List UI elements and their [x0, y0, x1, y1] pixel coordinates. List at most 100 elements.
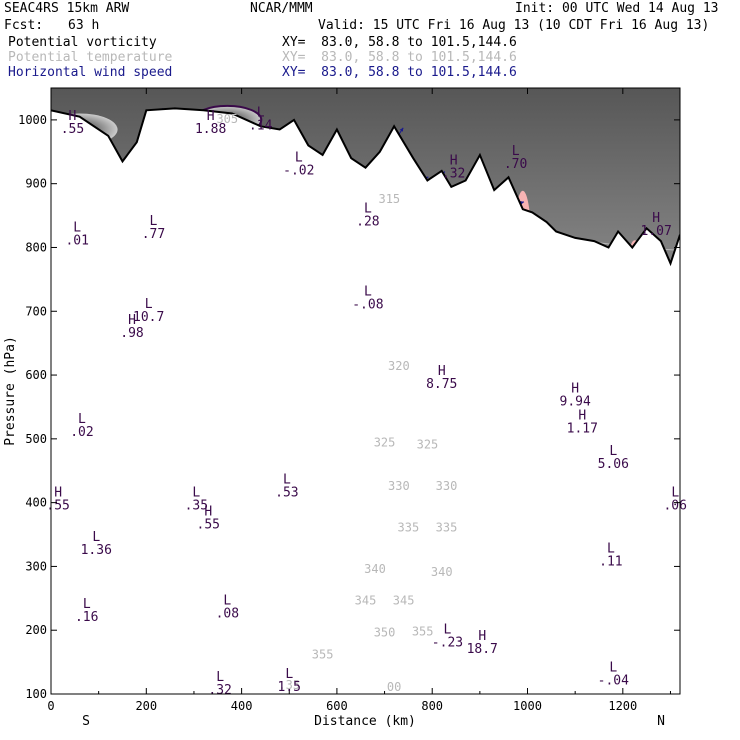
extremum-marker: L: [444, 622, 452, 637]
extremum-value: .32: [208, 683, 231, 698]
valid-time: Valid: 15 UTC Fri 16 Aug 13 (10 CDT Fri …: [318, 18, 710, 33]
extremum-marker: H: [578, 409, 586, 424]
theta-label: 350: [374, 626, 396, 640]
extremum-marker: L: [671, 485, 679, 500]
extremum-value: .53: [275, 485, 298, 500]
wind-arrowhead: [399, 127, 404, 132]
wind-arrowhead: [681, 615, 685, 619]
extremum-marker: L: [145, 297, 153, 312]
wind-arrowhead: [681, 346, 685, 350]
extremum-value: .06: [663, 498, 686, 513]
extremum-value: .98: [120, 326, 143, 341]
extremum-value: 10.7: [133, 310, 164, 325]
x-tick-label: 1000: [513, 699, 542, 713]
wind-arrowhead: [686, 418, 690, 422]
field-label-theta: Potential temperature: [8, 50, 173, 65]
organization: NCAR/MMM: [250, 1, 313, 16]
extremum-value: .28: [356, 214, 379, 229]
y-tick-label: 400: [25, 496, 47, 510]
extremum-marker: L: [73, 221, 81, 236]
x-tick-label: 1200: [608, 699, 637, 713]
extremum-marker: L: [150, 214, 158, 229]
x-tick-label: 400: [231, 699, 253, 713]
extremum-value: .70: [504, 157, 527, 172]
extremum-value: 8.75: [426, 377, 457, 392]
extremum-marker: L: [609, 661, 617, 676]
y-tick-label: 900: [25, 177, 47, 191]
theta-label: 325: [417, 437, 439, 451]
extremum-marker: L: [609, 444, 617, 459]
theta-label: 305: [216, 112, 238, 126]
extremum-value: -.04: [598, 674, 629, 689]
extremum-value: .35: [185, 498, 208, 513]
extremum-value: -.02: [283, 163, 314, 178]
field-label-wind: Horizontal wind speed: [8, 65, 173, 80]
extremum-marker: L: [223, 594, 231, 609]
extremum-value: .55: [61, 122, 84, 137]
field-label-pv: Potential vorticity: [8, 35, 157, 50]
theta-label: 335: [436, 520, 458, 534]
theta-label: 345: [355, 594, 377, 608]
extremum-value: .55: [197, 517, 220, 532]
extremum-value: 1.5: [278, 680, 301, 695]
extremum-value: 1.36: [81, 543, 112, 558]
extremum-marker: H: [54, 485, 62, 500]
field-xy-pv: XY= 83.0, 58.8 to 101.5,144.6: [282, 35, 517, 50]
extremum-marker: H: [450, 154, 458, 169]
extremum-value: .08: [216, 607, 239, 622]
extremum-marker: L: [607, 541, 615, 556]
wind-arrowhead: [681, 317, 685, 321]
south-label: S: [82, 714, 90, 729]
extremum-value: .11: [599, 554, 622, 569]
wind-arrowhead: [682, 492, 686, 496]
model-name: SEAC4RS 15km ARW: [4, 1, 130, 16]
extremum-marker: L: [216, 670, 224, 685]
extremum-marker: H: [478, 629, 486, 644]
extremum-value: 1.17: [567, 422, 598, 437]
x-tick-label: 800: [421, 699, 443, 713]
extremum-value: -.23: [432, 635, 463, 650]
extremum-marker: L: [257, 106, 265, 121]
extremum-marker: L: [192, 485, 200, 500]
forecast-hours: 63 h: [68, 18, 100, 33]
theta-label: 315: [378, 192, 400, 206]
theta-label: 355: [412, 624, 434, 638]
theta-label: 330: [436, 479, 458, 493]
extremum-value: .01: [65, 234, 88, 249]
y-tick-label: 500: [25, 432, 47, 446]
forecast-label: Fcst:: [4, 18, 44, 33]
y-tick-label: 200: [25, 623, 47, 637]
extremum-marker: H: [652, 211, 660, 226]
init-time: Init: 00 UTC Wed 14 Aug 13: [515, 1, 719, 16]
extremum-value: 9.94: [560, 394, 591, 409]
extremum-marker: L: [78, 412, 86, 427]
extremum-marker: H: [204, 504, 212, 519]
theta-label: 340: [431, 565, 453, 579]
extremum-marker: L: [285, 667, 293, 682]
theta-label: 320: [388, 359, 410, 373]
field-xy-wind: XY= 83.0, 58.8 to 101.5,144.6: [282, 65, 517, 80]
y-axis-label: Pressure (hPa): [3, 336, 18, 446]
theta-label: 335: [398, 520, 420, 534]
y-tick-label: 300: [25, 559, 47, 573]
terrain-mask: [51, 108, 680, 694]
x-tick-label: 600: [326, 699, 348, 713]
wind-arrowhead: [685, 331, 689, 335]
extremum-marker: L: [92, 530, 100, 545]
plot-frame: [50, 87, 681, 695]
theta-label: 325: [374, 435, 396, 449]
extremum-value: -.08: [352, 297, 383, 312]
x-tick-label: 0: [47, 699, 54, 713]
extremum-marker: H: [69, 109, 77, 124]
extremum-marker: L: [364, 201, 372, 216]
y-tick-label: 700: [25, 304, 47, 318]
extremum-marker: H: [571, 381, 579, 396]
extremum-value: .32: [442, 167, 465, 182]
extremum-value: .02: [70, 425, 93, 440]
extremum-marker: H: [207, 109, 215, 124]
x-axis-label: Distance (km): [314, 714, 416, 729]
extremum-value: .77: [142, 227, 165, 242]
field-xy-theta: XY= 83.0, 58.8 to 101.5,144.6: [282, 50, 517, 65]
extremum-value: 5.06: [598, 457, 629, 472]
